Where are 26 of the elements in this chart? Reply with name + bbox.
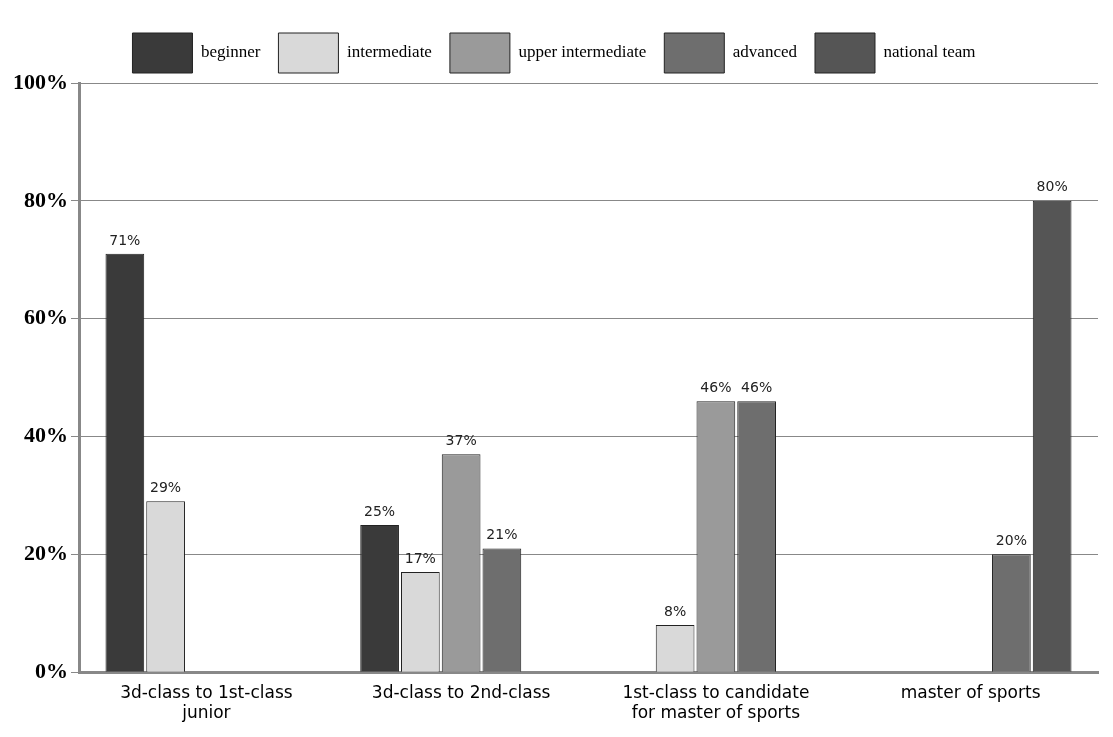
data-label: 29%: [150, 478, 182, 495]
data-label: 46%: [741, 378, 773, 395]
x-tick-label: 3d-class to 2nd-class: [371, 681, 551, 702]
legend-label: national team: [883, 42, 976, 62]
x-tick-label: 3d-class to 1st-class junior: [120, 681, 293, 723]
y-tick-label: 60%: [24, 304, 68, 330]
data-label: 8%: [664, 602, 687, 619]
x-tick-label: master of sports: [900, 681, 1041, 702]
data-label: 80%: [1036, 178, 1068, 195]
y-tick-label: 80%: [24, 186, 68, 212]
legend-label: beginner: [200, 42, 261, 62]
data-label: 17%: [404, 549, 436, 566]
data-label: 21%: [486, 526, 518, 543]
data-label: 46%: [700, 378, 732, 395]
data-label: 20%: [995, 532, 1027, 548]
data-label: 37%: [445, 431, 477, 448]
legend-label: intermediate: [346, 42, 432, 62]
data-label: 71%: [109, 231, 141, 248]
y-tick-label: 20%: [24, 540, 68, 566]
x-tick-label: 1st-class to candidate for master of sports: [622, 681, 810, 723]
y-tick-label: 0%: [35, 657, 68, 683]
data-label: 25%: [364, 502, 396, 519]
legend-label: advanced: [732, 42, 798, 62]
legend-label: upper intermediate: [518, 42, 647, 62]
y-tick-label: 100%: [13, 68, 68, 94]
y-tick-label: 40%: [24, 422, 68, 448]
